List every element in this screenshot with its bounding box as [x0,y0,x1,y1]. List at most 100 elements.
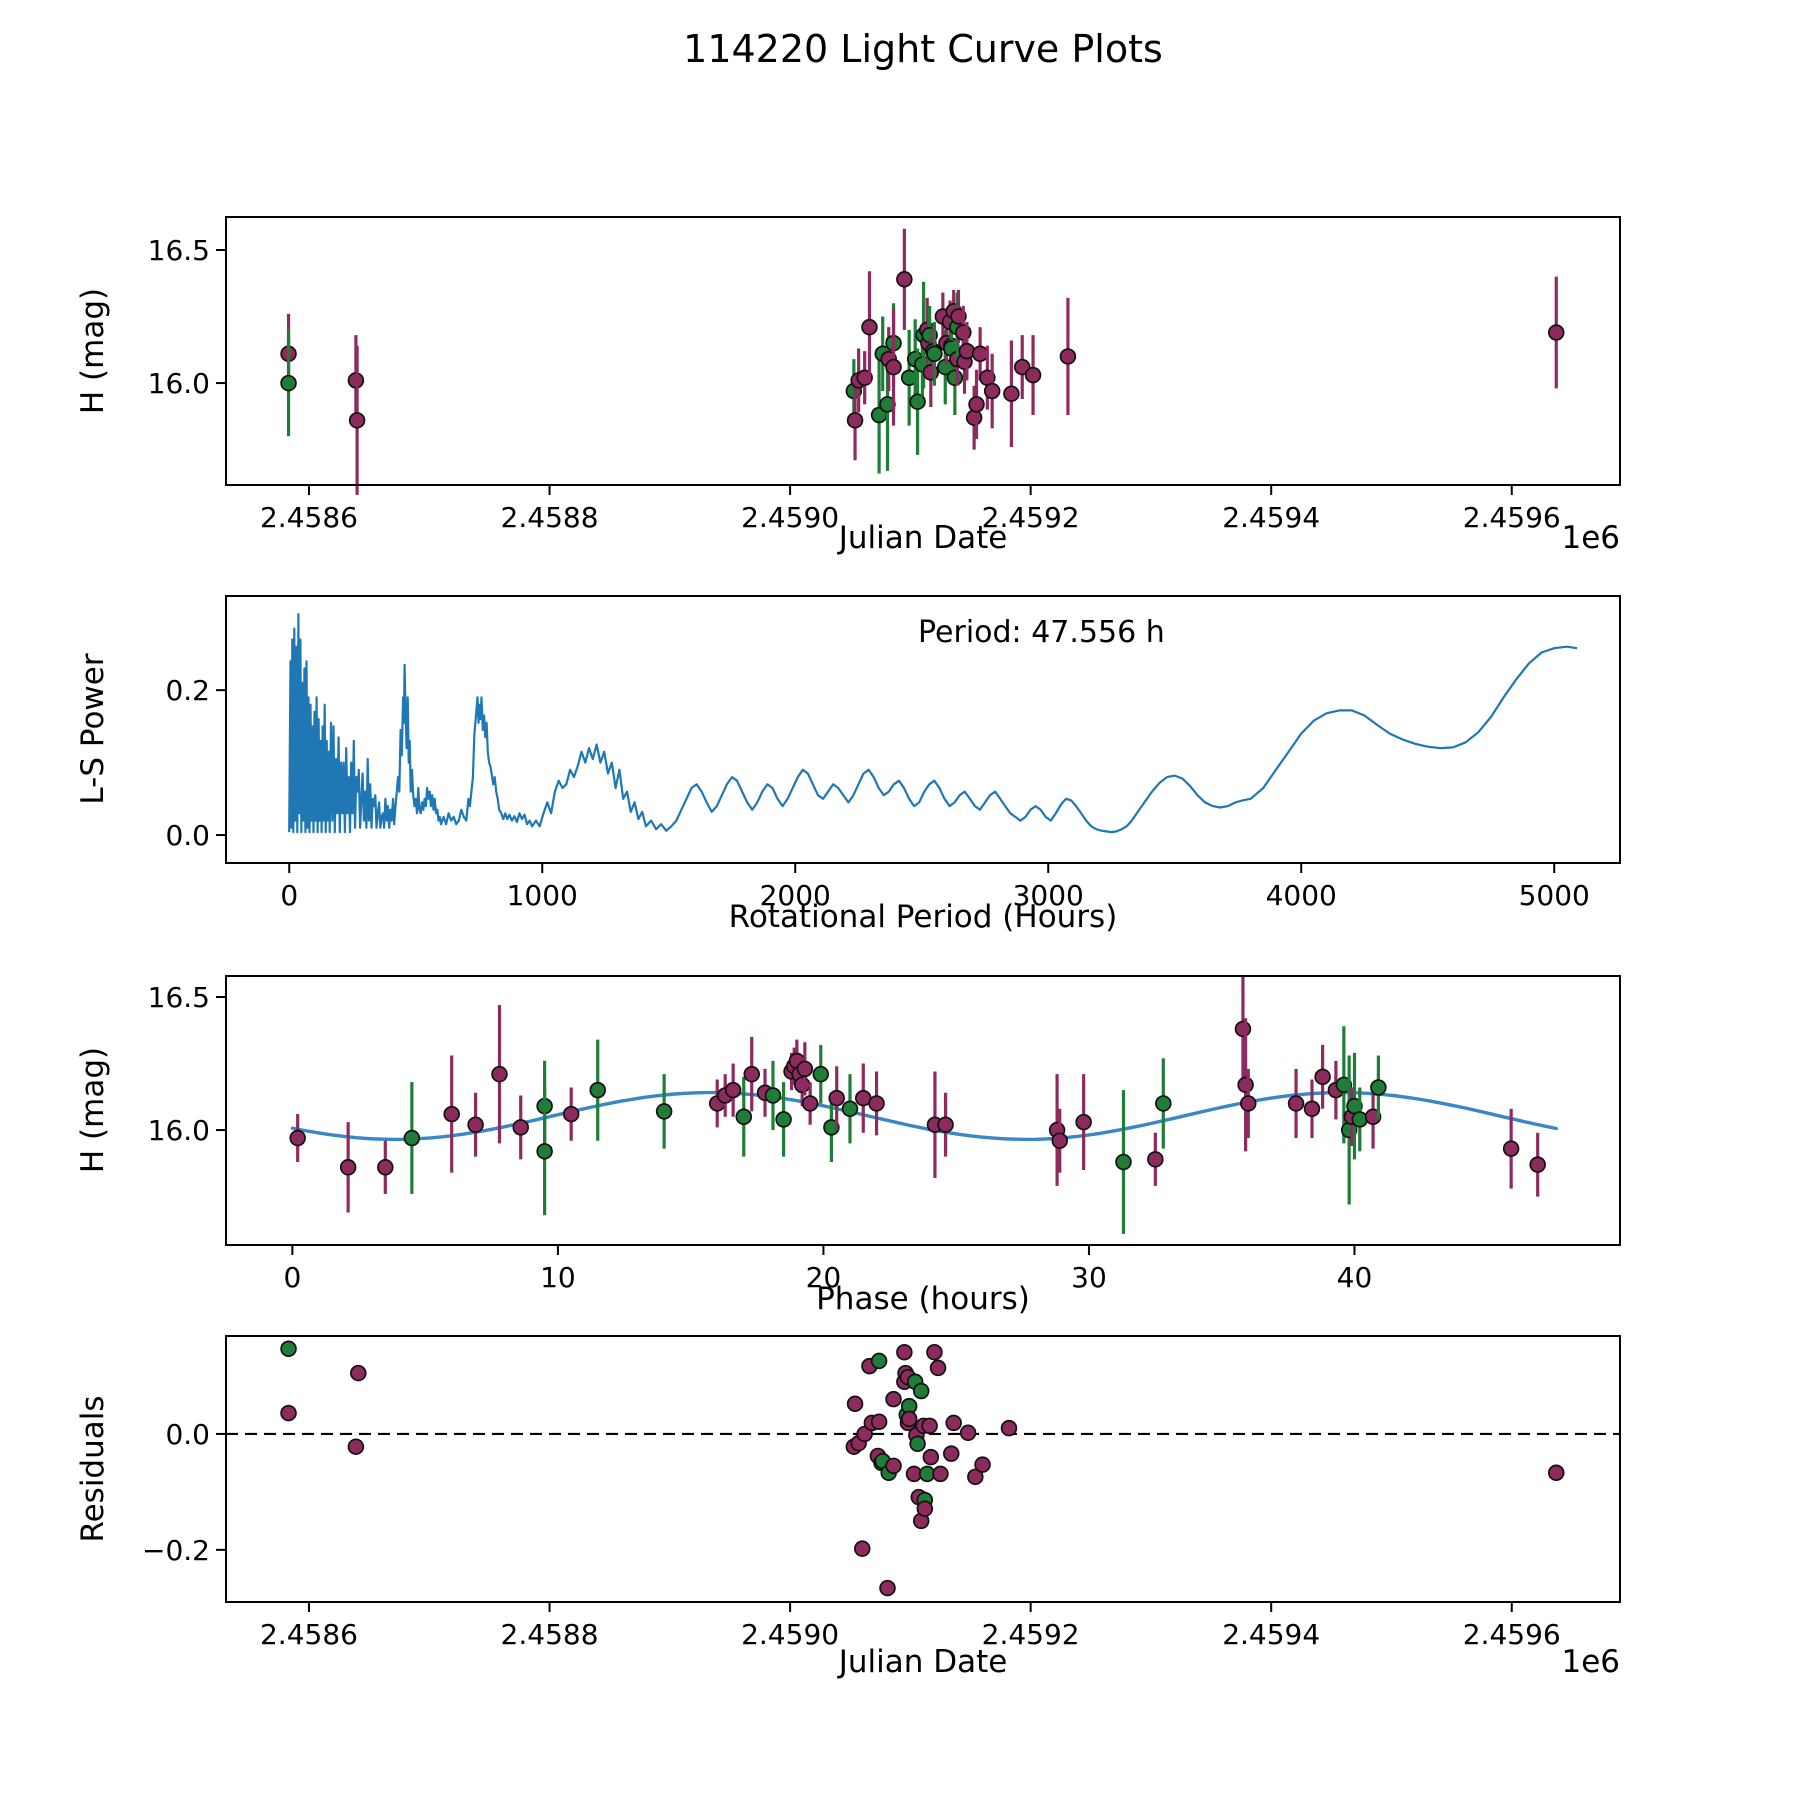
data-point [945,1414,962,1432]
data-point [926,345,943,363]
data-point [909,393,926,410]
x-tick-label: 2.4590 [741,1618,839,1651]
plot4-ylabel: Residuals [75,1395,111,1542]
axes-frame [225,595,1621,864]
data-point [1237,1076,1254,1094]
x-tick-label: 1000 [507,879,578,912]
data-point [1013,358,1031,376]
data-point [974,1456,991,1473]
data-point [861,318,878,336]
data-point [1000,1419,1018,1437]
data-point [280,1340,297,1357]
y-tick-label: 16.0 [148,367,210,400]
data-point [854,1540,871,1557]
data-point [1502,1140,1520,1157]
data-point [348,412,366,429]
axes-frame [225,975,1621,1246]
data-point [1003,385,1020,402]
x-tick-label: 2.4588 [501,501,599,534]
data-point [916,1500,934,1517]
data-point [1155,1095,1172,1112]
plot3-xlabel: Phase (hours) [816,1281,1030,1317]
x-tick-label: 4000 [1266,879,1337,912]
data-point [1234,1020,1252,1038]
data-point [1240,1095,1257,1112]
data-point [885,1457,902,1475]
x-tick-label: 2000 [760,879,831,912]
data-point [347,1438,365,1455]
data-point [812,1065,830,1083]
data-point [896,271,913,288]
x-tick-label: 2.4586 [260,501,358,534]
plot3-ylabel: H (mag) [75,1047,111,1173]
data-point [536,1143,553,1160]
data-point [846,412,864,429]
x-tick-label: 20 [806,1261,842,1294]
residuals-plot: 2.4586 2.4588 2.4590 2.4592 2.4594 2.4596 0.0 −… [142,1335,1621,1651]
data-point [512,1119,529,1136]
plot1-ylabel: H (mag) [75,288,111,414]
y-tick-label: 16.0 [148,1114,210,1147]
data-point [562,1105,580,1123]
data-point [743,1065,760,1083]
data-point [971,345,989,363]
data-point [870,1413,888,1431]
data-point [280,1404,297,1422]
data-point [846,1395,864,1413]
x-tick-label: 30 [1071,1261,1107,1294]
data-point [1075,1113,1092,1131]
data-point [965,409,983,426]
data-point [724,1081,742,1099]
data-point [932,1465,949,1483]
data-point [1351,1111,1369,1128]
data-point [1370,1079,1387,1096]
data-point [885,1390,902,1408]
x-tick-label: 2.4588 [501,1618,599,1651]
data-point [912,1382,930,1400]
plot1-xlabel: Julian Date [837,520,1008,556]
data-point [491,1065,508,1083]
data-point [983,382,1001,400]
x-tick-label: 10 [540,1261,576,1294]
data-point [1529,1156,1546,1173]
y-tick-label: 0.2 [165,674,210,707]
y-tick-label: 16.5 [148,981,210,1014]
phase-magnitude-plot: 0 10 20 30 40 16.0 16.5 [148,975,1621,1294]
plot4-offset-label: 1e6 [1561,1644,1620,1680]
x-tick-label: 2.4586 [260,1618,358,1651]
data-point [896,1343,913,1361]
y-tick-label: −0.2 [142,1534,210,1567]
x-tick-label: 2.4594 [1222,501,1320,534]
data-point [801,1095,819,1112]
x-tick-label: 2.4590 [741,501,839,534]
data-point [929,1359,947,1377]
periodogram-line [288,612,1578,834]
x-tick-label: 2.4594 [1222,1618,1320,1651]
data-point [868,1095,885,1112]
x-tick-label: 0 [280,879,298,912]
data-point [900,1410,918,1428]
data-point [909,1435,926,1453]
data-point [1051,1132,1068,1149]
data-point [943,1445,960,1462]
data-point [589,1081,606,1099]
axes-frame [225,1335,1621,1603]
data-point [885,358,902,376]
data-point [350,1364,367,1382]
jd-magnitude-plot: 2.4586 2.4588 2.4590 2.4592 2.4594 2.4596 16.0… [148,216,1621,534]
data-point [377,1159,394,1176]
data-point [775,1111,792,1128]
data-point [655,1103,673,1120]
x-tick-label: 0 [283,1261,301,1294]
data-point [926,1343,943,1361]
axes-frame [225,216,1621,486]
data-point [1364,1108,1382,1126]
data-point [958,342,976,360]
data-point [467,1116,484,1133]
x-tick-label: 5000 [1519,879,1590,912]
y-tick-label: 16.5 [148,234,210,267]
data-point [1335,1076,1353,1094]
plot2-xlabel: Rotational Period (Hours) [729,899,1118,935]
